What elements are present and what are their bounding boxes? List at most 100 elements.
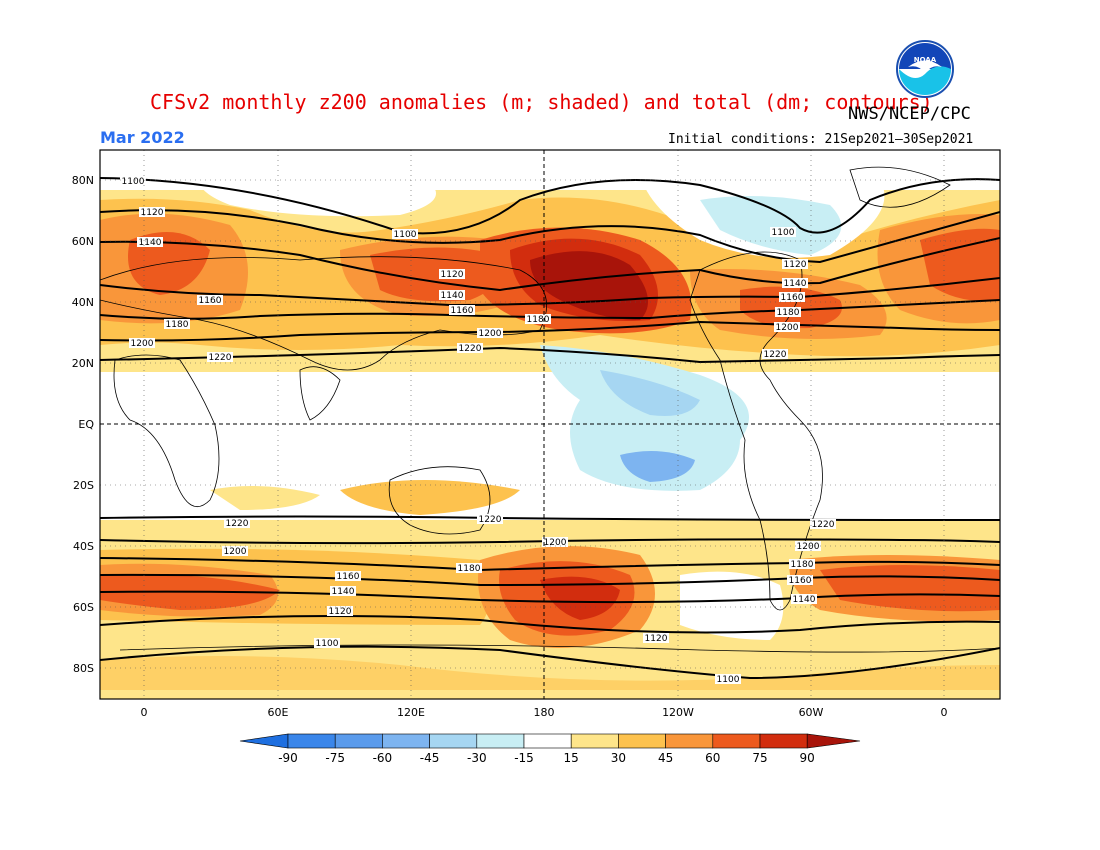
contour-label-bg [791,594,817,604]
contour-label-bg [762,349,788,359]
contour-label-bg [327,606,353,616]
south-contour-label-1140: 1140 [793,595,816,605]
north-contour-label-1140: 1140 [441,291,464,301]
contour-label-bg [120,176,146,186]
colorbar-level-label: 15 [564,751,579,765]
contour-label-bg [439,269,465,279]
contour-label-bg [715,674,741,684]
contour-label-bg [449,305,475,315]
colorbar-level-label: -90 [278,751,298,765]
contour-label-bg [525,314,551,324]
lon-label-180: 180 [534,706,555,719]
lat-label-60s: 60S [73,601,94,614]
contour-label-bg [779,292,805,302]
noaa-logo: NOAA [896,40,954,98]
colorbar-level-label: 30 [611,751,626,765]
lat-label-20n: 20N [72,357,94,370]
colorbar-swatch [665,733,714,749]
contour-label-bg [787,575,813,585]
contour-south-1100 [100,645,1000,680]
colorbar-level-label: 60 [705,751,720,765]
north-contour-label-1120: 1120 [784,260,807,270]
contour-south-1120 [100,615,1000,634]
forecast-month: Mar 2022 [100,128,185,147]
colorbar-level-label: 45 [658,751,673,765]
coastlines [100,166,1000,653]
north-contour-label-1100: 1100 [772,228,795,238]
contour-label-bg [770,227,796,237]
north-contour-label-1160: 1160 [451,306,474,316]
south-contour-label-1120: 1120 [329,607,352,617]
contour-north-1200 [100,320,1000,342]
graticule [100,150,1000,699]
north-contour-label-1200: 1200 [776,323,799,333]
lat-label-eq: EQ [78,418,94,431]
agency-label: NWS/NCEP/CPC [848,104,971,124]
contour-label-bg [335,571,361,581]
contour-label-bg [139,207,165,217]
contour-north-1180 [100,299,1000,320]
north-contour-label-1120: 1120 [441,270,464,280]
contour-labels: 1100 1100 1100 1120 1120 1120 1140 1140 1140 1160… [120,176,836,685]
colorbar-swatch [287,733,336,749]
height-contours [100,177,1000,680]
south-contour-label-1220: 1220 [226,519,249,529]
south-contour-label-1140: 1140 [332,587,355,597]
contour-label-bg [137,237,163,247]
contour-label-bg [810,519,836,529]
contour-south-1140 [100,590,1000,604]
contour-label-bg [789,559,815,569]
contour-north-1120 [100,209,1000,264]
contour-north-1100 [100,177,1000,235]
colorbar-level-label: -75 [325,751,345,765]
south-contour-label-1100: 1100 [316,639,339,649]
colorbar-level-label: 75 [752,751,767,765]
colorbar: -90 -75 -60 -45 -30 -15 15 30 45 60 75 90 [239,733,861,765]
contour-label-bg [457,343,483,353]
north-contour-label-1180: 1180 [527,315,550,325]
north-contour-label-1100: 1100 [122,177,145,187]
contour-label-bg [207,352,233,362]
colorbar-swatch [712,733,761,749]
contour-south-1200 [100,538,1000,545]
contour-label-bg [477,328,503,338]
south-contour-label-1200: 1200 [797,542,820,552]
colorbar-swatch [523,733,572,749]
contour-label-bg [643,633,669,643]
lon-label-0-east: 0 [941,706,948,719]
contour-label-bg [197,295,223,305]
lat-label-60n: 60N [72,235,94,248]
contour-label-bg [782,259,808,269]
initial-conditions: Initial conditions: 21Sep2021—30Sep2021 [668,132,974,147]
lat-label-20s: 20S [73,479,94,492]
north-contour-label-1160: 1160 [781,293,804,303]
north-contour-label-1220: 1220 [209,353,232,363]
latitude-labels: 80N 60N 40N 20N EQ 20S 40S 60S 80S [72,174,95,675]
south-contour-label-1180: 1180 [791,560,814,570]
colorbar-swatch [618,733,666,749]
contour-label-bg [542,537,568,547]
contour-label-bg [222,546,248,556]
colorbar-swatch [570,733,619,749]
contour-label-bg [456,563,482,573]
contour-label-bg [314,638,340,648]
colorbar-swatch [429,733,478,749]
lon-label-60e: 60E [268,706,289,719]
longitude-labels: 0 60E 120E 180 120W 60W 0 [141,706,948,719]
contour-label-bg [477,514,503,524]
colorbar-arrow-left [239,733,289,749]
south-contour-label-1160: 1160 [337,572,360,582]
map-frame [99,149,1001,700]
colorbar-swatch [759,733,808,749]
lon-label-0-west: 0 [141,706,148,719]
contour-label-bg [782,278,808,288]
contour-label-bg [164,319,190,329]
colorbar-swatch [382,733,430,749]
lon-label-120e: 120E [397,706,425,719]
noaa-logo-text: NOAA [914,56,937,64]
south-contour-label-1120: 1120 [645,634,668,644]
colorbar-level-label: -30 [467,751,487,765]
colorbar-arrow-right [806,733,861,749]
map-title: CFSv2 monthly z200 anomalies (m; shaded)… [150,90,933,114]
